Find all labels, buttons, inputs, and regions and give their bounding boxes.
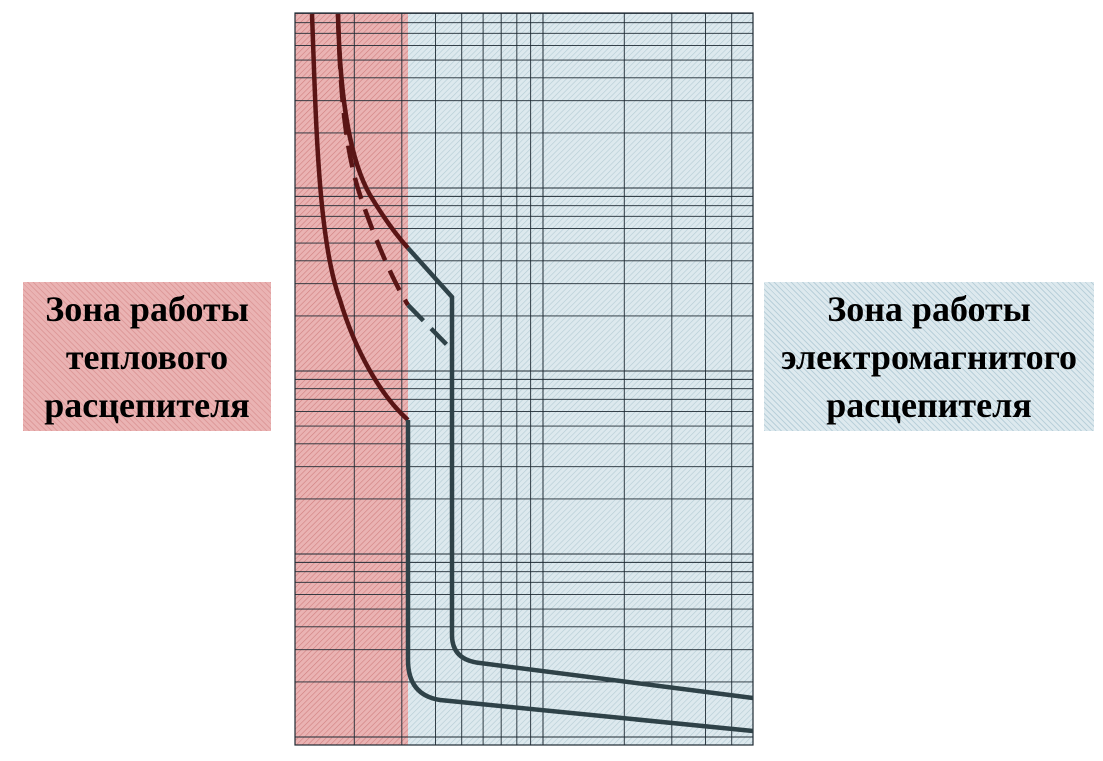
magnetic-curve-lower (405, 420, 754, 734)
thermal-label-line-1: Зона работы (45, 288, 249, 329)
thermal-curve-lower (309, 13, 410, 422)
thermal-label-line-3: расцепителя (44, 384, 250, 425)
magnetic-label-line-3: расцепителя (826, 384, 1032, 425)
chart-frame (294, 12, 754, 746)
magnetic-curve-dashed (406, 303, 454, 352)
magnetic-curve-upper (406, 246, 754, 701)
thermal-curve-upper (335, 13, 410, 250)
thermal-zone-label: Зона работы теплового расцепителя (23, 282, 271, 431)
thermal-label-line-2: теплового (65, 336, 229, 377)
thermal-curve-dashed (335, 13, 410, 307)
magnetic-label-line-2: электромагнитого (780, 336, 1078, 377)
magnetic-label-line-1: Зона работы (827, 288, 1031, 329)
log-grid (295, 12, 753, 745)
magnetic-zone-label: Зона работы электромагнитого расцепителя (764, 282, 1094, 431)
